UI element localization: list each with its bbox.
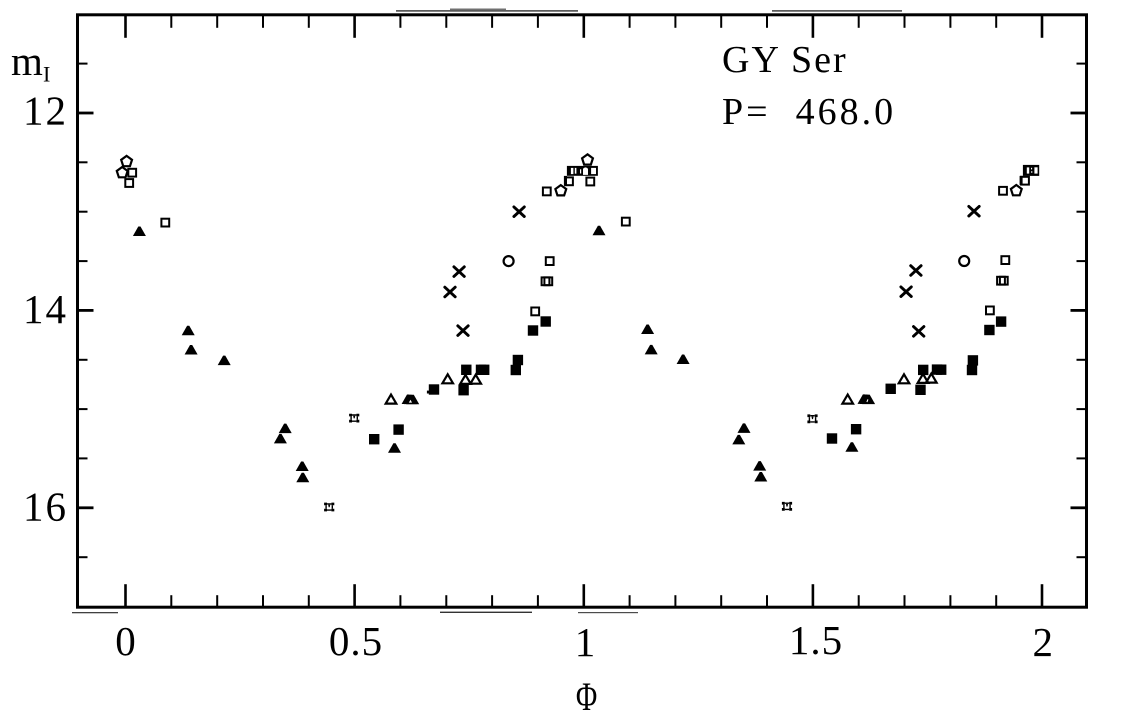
svg-text:Φ: Φ — [576, 675, 597, 716]
svg-text:P= 468.0: P= 468.0 — [722, 91, 896, 133]
svg-text:m: m — [11, 38, 43, 84]
svg-text:GY Ser: GY Ser — [722, 39, 848, 81]
svg-text:16: 16 — [23, 484, 68, 530]
svg-text:1.5: 1.5 — [789, 617, 843, 663]
svg-text:12: 12 — [23, 88, 68, 134]
svg-text:2: 2 — [1033, 619, 1054, 665]
svg-text:14: 14 — [23, 286, 68, 332]
svg-text:I: I — [43, 62, 50, 87]
svg-text:1: 1 — [575, 619, 596, 665]
svg-text:0: 0 — [115, 618, 136, 664]
svg-text:0.5: 0.5 — [329, 618, 383, 664]
